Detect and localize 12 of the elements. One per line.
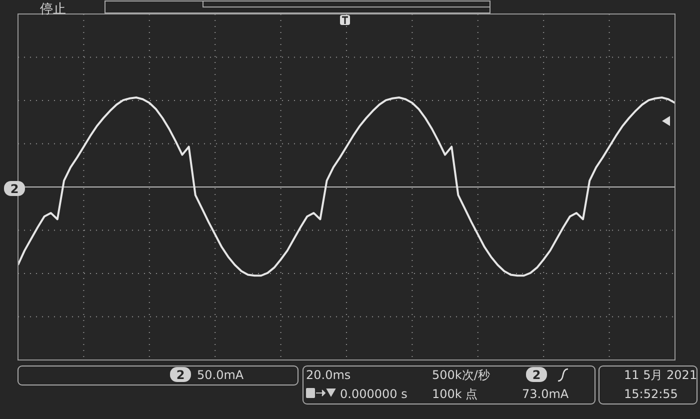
text: 停止 (40, 2, 66, 17)
text: 0.000000 s (340, 387, 408, 401)
annotation: 2 (10, 182, 19, 196)
text: 100k 点 (432, 387, 478, 401)
text: 500k次/秒 (432, 368, 490, 382)
text: 2 (176, 368, 185, 382)
text: 15:52:55 (624, 387, 678, 401)
text: 2 (532, 368, 541, 382)
text: 20.0ms (306, 368, 351, 382)
text: 11 5月 2021 (624, 368, 698, 382)
text: 73.0mA (522, 387, 570, 401)
text: 50.0mA (197, 368, 244, 382)
